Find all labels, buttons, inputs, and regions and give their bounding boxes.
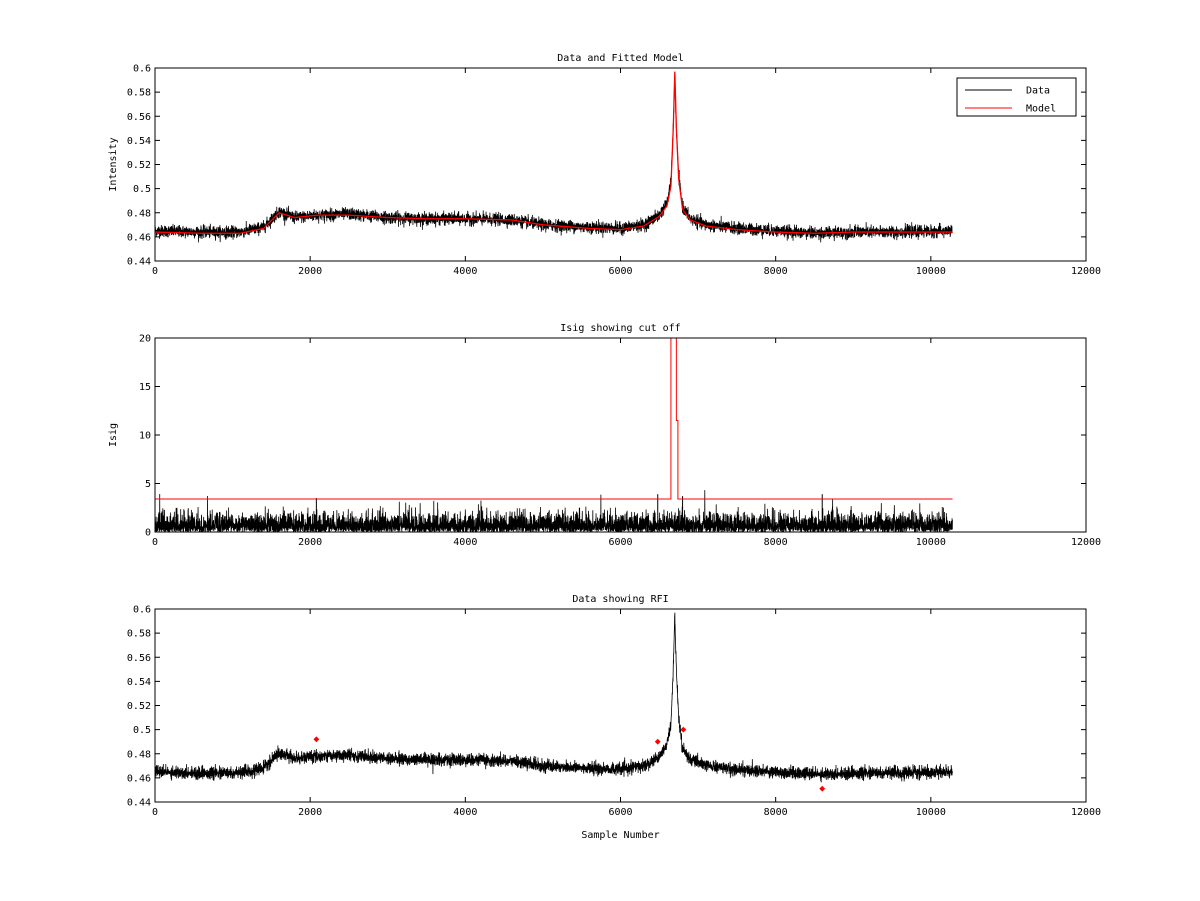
chart-title: Isig showing cut off	[560, 323, 680, 334]
x-tick-label: 4000	[453, 807, 477, 818]
y-axis-label: Isig	[108, 423, 119, 447]
chart-title: Data and Fitted Model	[557, 53, 683, 64]
y-tick-label: 10	[139, 431, 151, 442]
chart-3: 0 2000 4000 6000 8000 10000 12000 0.44 0.46 0.48 0…	[127, 594, 1101, 841]
x-tick-label: 8000	[764, 266, 788, 277]
legend-label-data: Data	[1026, 86, 1050, 97]
series-cut-off	[155, 338, 953, 500]
chart-2: 0 2000 4000 6000 8000 10000 12000 0 5 10 15 20 Isig …	[108, 323, 1101, 548]
x-tick-label: 6000	[608, 266, 632, 277]
legend-label-model: Model	[1026, 104, 1056, 115]
series-data	[155, 74, 953, 243]
x-tick-label: 8000	[764, 537, 788, 548]
y-tick-label: 20	[139, 334, 151, 345]
x-tick-label: 12000	[1071, 266, 1101, 277]
y-tick-label: 0.52	[127, 701, 151, 712]
y-tick-label: 0.44	[127, 798, 151, 809]
y-tick-label: 15	[139, 382, 151, 393]
x-tick-label: 10000	[916, 807, 946, 818]
x-tick-label: 10000	[916, 537, 946, 548]
y-tick-label: 0.5	[133, 725, 151, 736]
x-tick-label: 10000	[916, 266, 946, 277]
y-tick-label: 0.48	[127, 749, 151, 760]
x-tick-label: 12000	[1071, 807, 1101, 818]
rfi-marker-1	[313, 736, 320, 743]
series-isig	[155, 490, 953, 532]
x-tick-label: 6000	[608, 807, 632, 818]
legend: Data Model	[956, 77, 1077, 117]
rfi-marker-3	[680, 726, 687, 733]
x-tick-label: 2000	[298, 537, 322, 548]
series-model	[155, 71, 953, 234]
x-tick-label: 0	[152, 537, 158, 548]
plot-area	[155, 71, 953, 243]
x-tick-label: 2000	[298, 807, 322, 818]
y-tick-label: 0.6	[133, 64, 151, 75]
x-tick-label: 4000	[453, 266, 477, 277]
y-tick-label: 0	[145, 528, 151, 539]
y-tick-label: 0.54	[127, 677, 151, 688]
x-axis-label: Sample Number	[581, 830, 659, 841]
x-tick-label: 2000	[298, 266, 322, 277]
y-tick-label: 0.54	[127, 136, 151, 147]
y-tick-label: 0.46	[127, 773, 151, 784]
y-tick-label: 0.58	[127, 88, 151, 99]
rfi-marker-2	[654, 738, 661, 745]
y-tick-label: 0.56	[127, 112, 151, 123]
rfi-marker-4	[819, 785, 826, 792]
y-tick-label: 5	[145, 479, 151, 490]
y-tick-label: 0.56	[127, 653, 151, 664]
x-tick-label: 8000	[764, 807, 788, 818]
y-tick-label: 0.58	[127, 629, 151, 640]
chart-1: 0 2000 4000 6000 8000 10000 12000 0.44 0.46 0.48 0…	[108, 53, 1101, 277]
axes-frame	[154, 337, 1087, 533]
plot-area	[155, 612, 953, 783]
x-tick-label: 6000	[608, 537, 632, 548]
y-tick-label: 0.52	[127, 160, 151, 171]
y-tick-label: 0.6	[133, 605, 151, 616]
y-tick-label: 0.46	[127, 232, 151, 243]
x-tick-label: 12000	[1071, 537, 1101, 548]
chart-title: Data showing RFI	[572, 594, 668, 605]
series-data	[155, 612, 953, 783]
x-tick-label: 0	[152, 807, 158, 818]
y-tick-label: 0.48	[127, 208, 151, 219]
x-tick-label: 0	[152, 266, 158, 277]
y-axis-label: Intensity	[108, 137, 119, 191]
x-tick-label: 4000	[453, 537, 477, 548]
legend-box	[956, 77, 1077, 117]
y-tick-label: 0.5	[133, 184, 151, 195]
plot-area	[155, 338, 953, 532]
y-tick-label: 0.44	[127, 257, 151, 268]
